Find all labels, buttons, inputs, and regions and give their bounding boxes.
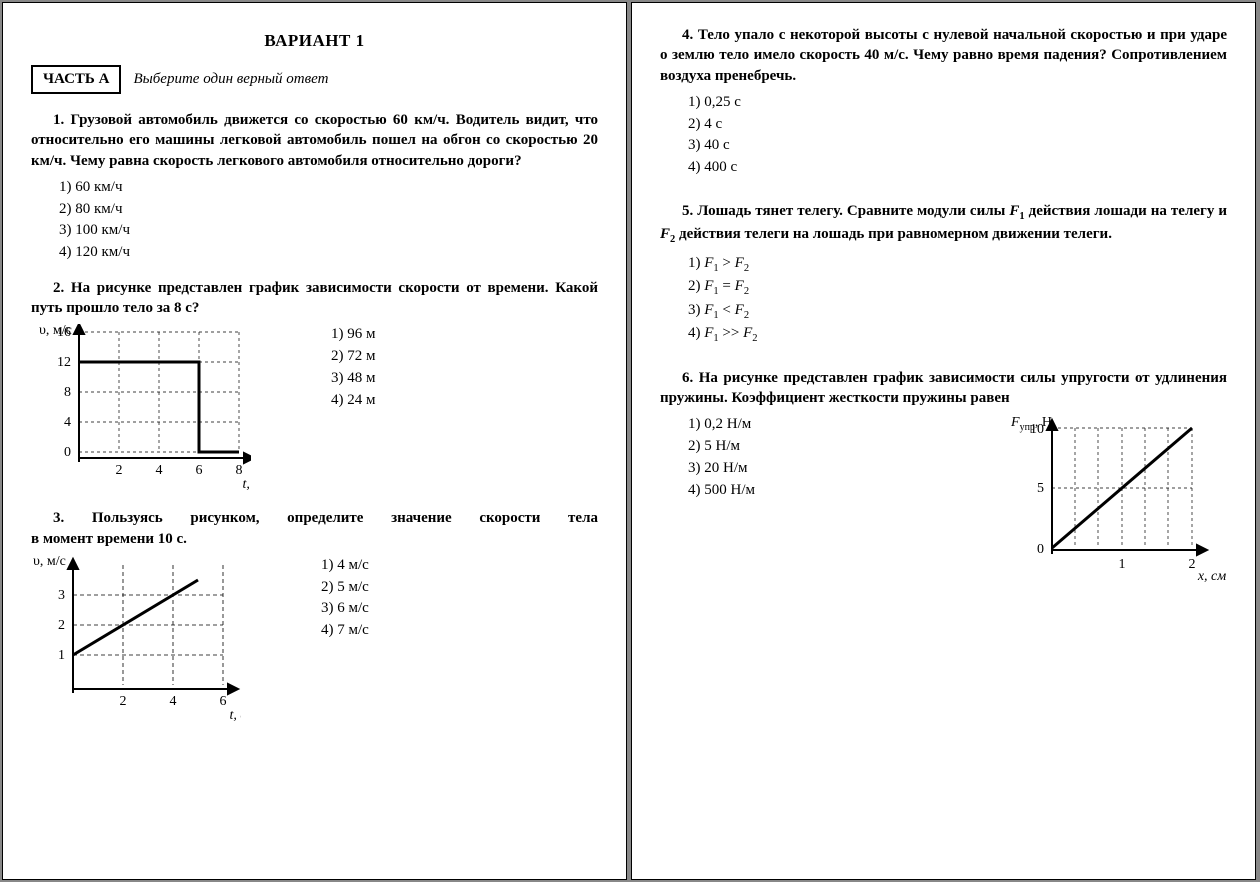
svg-text:2: 2: [116, 463, 123, 478]
q2-text: 2. На рисунке представлен график зависим…: [31, 278, 598, 319]
q4-opt2: 2) 4 с: [688, 114, 1227, 136]
q5-options: 1) F1 > F2 2) F1 = F2 3) F1 < F2 4) F1 >…: [660, 253, 1227, 346]
svg-text:2: 2: [58, 618, 65, 633]
page-right: 4. Тело упало с некоторой высоты с нулев…: [631, 2, 1256, 880]
q4-options: 1) 0,25 с 2) 4 с 3) 40 с 4) 400 с: [660, 92, 1227, 179]
svg-text:1: 1: [58, 648, 65, 663]
q5-opt2: 2) F1 = F2: [688, 276, 1227, 299]
q1-opt4: 4) 120 км/ч: [59, 242, 598, 264]
q6-options: 1) 0,2 Н/м 2) 5 Н/м 3) 20 Н/м 4) 500 Н/м: [660, 414, 860, 501]
svg-text:υ, м/с: υ, м/с: [39, 324, 72, 338]
q5-opt1: 1) F1 > F2: [688, 253, 1227, 276]
svg-text:4: 4: [64, 415, 71, 430]
svg-text:5: 5: [1037, 481, 1044, 496]
svg-text:t, с: t, с: [242, 477, 251, 492]
svg-text:12: 12: [57, 355, 71, 370]
q6-opt4: 4) 500 Н/м: [688, 480, 860, 502]
q6-opt1: 1) 0,2 Н/м: [688, 414, 860, 436]
svg-text:x, см: x, см: [1197, 569, 1226, 584]
q3-opt4: 4) 7 м/с: [321, 620, 369, 642]
q5-opt4: 4) F1 >> F2: [688, 323, 1227, 346]
q2-opt2: 2) 72 м: [331, 346, 376, 368]
q5-opt3: 3) F1 < F2: [688, 300, 1227, 323]
svg-text:4: 4: [156, 463, 163, 478]
q6-opt2: 2) 5 Н/м: [688, 436, 860, 458]
q3-opt3: 3) 6 м/с: [321, 598, 369, 620]
q1-text: 1. Грузовой автомобиль движется со скоро…: [31, 110, 598, 171]
q1-options: 1) 60 км/ч 2) 80 км/ч 3) 100 км/ч 4) 120…: [31, 177, 598, 264]
q6-text: 6. На рисунке представлен график зависим…: [660, 368, 1227, 409]
q4-opt1: 1) 0,25 с: [688, 92, 1227, 114]
q4-opt3: 3) 40 с: [688, 135, 1227, 157]
svg-text:υ, м/с: υ, м/с: [33, 555, 66, 569]
q2-opt1: 1) 96 м: [331, 324, 376, 346]
svg-text:8: 8: [236, 463, 243, 478]
q4-text: 4. Тело упало с некоторой высоты с нулев…: [660, 25, 1227, 86]
svg-text:1: 1: [1119, 557, 1126, 572]
q3-chart: 1 2 3 2 4 6 t, с υ, м/с: [31, 555, 241, 725]
question-3: 3. Пользуясь рисунком, определите значен…: [31, 508, 598, 725]
q3-opt1: 1) 4 м/с: [321, 555, 369, 577]
q5-text: 5. Лошадь тянет телегу. Сравните модули …: [660, 201, 1227, 247]
svg-text:t, с: t, с: [229, 708, 241, 723]
svg-text:3: 3: [58, 588, 65, 603]
svg-text:6: 6: [196, 463, 203, 478]
svg-text:4: 4: [170, 694, 177, 709]
svg-text:0: 0: [1037, 542, 1044, 557]
q1-opt2: 2) 80 км/ч: [59, 199, 598, 221]
q6-opt3: 3) 20 Н/м: [688, 458, 860, 480]
q3-options: 1) 4 м/с 2) 5 м/с 3) 6 м/с 4) 7 м/с: [261, 555, 369, 642]
q6-chart: 0 5 10 1 2 x, см Fупр, Н: [1007, 414, 1227, 594]
question-1: 1. Грузовой автомобиль движется со скоро…: [31, 110, 598, 264]
q1-opt1: 1) 60 км/ч: [59, 177, 598, 199]
q2-options: 1) 96 м 2) 72 м 3) 48 м 4) 24 м: [271, 324, 376, 411]
svg-text:2: 2: [120, 694, 127, 709]
svg-text:6: 6: [220, 694, 227, 709]
question-4: 4. Тело упало с некоторой высоты с нулев…: [660, 25, 1227, 179]
q2-chart: 0 4 8 12 16 2 4 6 8 t, с υ, м/с: [31, 324, 251, 494]
question-6: 6. На рисунке представлен график зависим…: [660, 368, 1227, 595]
svg-text:2: 2: [1189, 557, 1196, 572]
q4-opt4: 4) 400 с: [688, 157, 1227, 179]
part-instruction: Выберите один верный ответ: [133, 71, 328, 88]
question-5: 5. Лошадь тянет телегу. Сравните модули …: [660, 201, 1227, 346]
svg-text:8: 8: [64, 385, 71, 400]
q3-text-line1: 3. Пользуясь рисунком, определите значен…: [31, 508, 598, 528]
variant-title: ВАРИАНТ 1: [31, 31, 598, 51]
q3-opt2: 2) 5 м/с: [321, 577, 369, 599]
q3-text-line2: в момент времени 10 с.: [31, 529, 598, 549]
question-2: 2. На рисунке представлен график зависим…: [31, 278, 598, 495]
page-left: ВАРИАНТ 1 ЧАСТЬ А Выберите один верный о…: [2, 2, 627, 880]
q1-opt3: 3) 100 км/ч: [59, 220, 598, 242]
q2-opt4: 4) 24 м: [331, 390, 376, 412]
part-label: ЧАСТЬ А: [31, 65, 121, 94]
q2-opt3: 3) 48 м: [331, 368, 376, 390]
part-header: ЧАСТЬ А Выберите один верный ответ: [31, 65, 598, 94]
svg-text:0: 0: [64, 445, 71, 460]
